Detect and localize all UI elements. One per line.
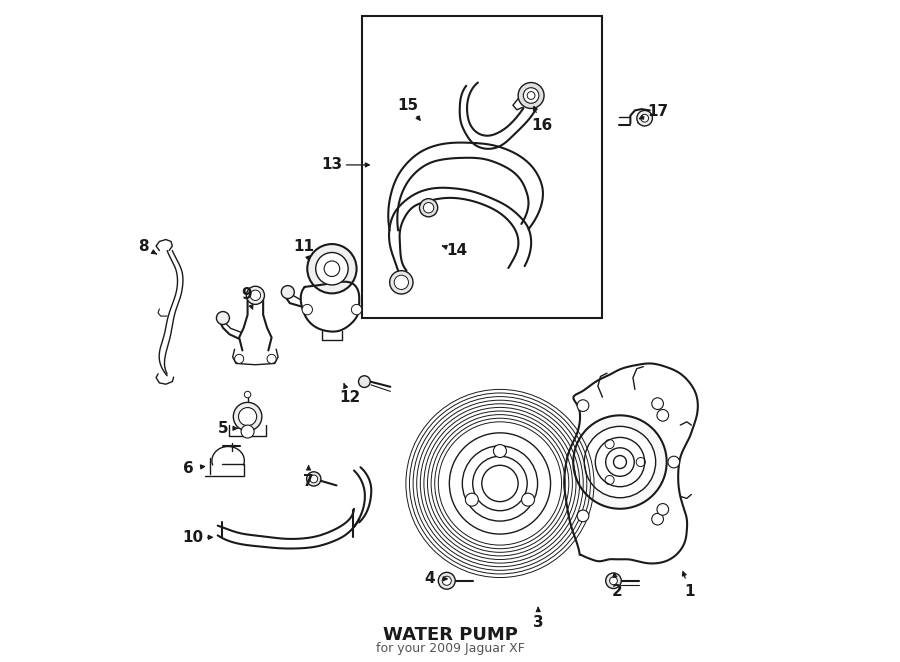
Circle shape (482, 465, 518, 502)
Circle shape (442, 576, 451, 585)
Circle shape (233, 402, 262, 431)
Circle shape (523, 88, 539, 103)
Circle shape (518, 83, 544, 109)
Circle shape (606, 448, 634, 477)
Circle shape (324, 261, 339, 277)
Circle shape (238, 408, 256, 426)
Circle shape (614, 455, 626, 469)
Circle shape (244, 391, 251, 398)
Circle shape (267, 354, 276, 363)
Text: 10: 10 (183, 530, 203, 545)
Text: 13: 13 (321, 158, 343, 172)
Circle shape (463, 446, 537, 521)
Text: 3: 3 (533, 616, 544, 630)
Circle shape (522, 493, 535, 506)
Circle shape (657, 410, 669, 421)
Circle shape (577, 510, 589, 522)
Circle shape (577, 400, 589, 412)
Circle shape (307, 472, 321, 486)
Circle shape (390, 271, 413, 294)
Circle shape (573, 415, 667, 509)
Text: 1: 1 (685, 585, 696, 599)
Text: 5: 5 (218, 421, 229, 436)
Bar (363, 17, 602, 318)
Circle shape (606, 573, 621, 589)
Circle shape (419, 199, 437, 217)
Circle shape (465, 493, 478, 506)
Circle shape (282, 285, 294, 299)
Circle shape (423, 203, 434, 213)
Text: 6: 6 (183, 461, 194, 476)
Circle shape (302, 305, 312, 315)
Circle shape (637, 111, 652, 126)
Circle shape (472, 456, 527, 510)
Circle shape (657, 504, 669, 515)
Text: 4: 4 (424, 571, 435, 587)
Circle shape (609, 577, 617, 585)
Text: 2: 2 (612, 585, 623, 599)
Circle shape (449, 433, 551, 534)
Circle shape (235, 354, 244, 363)
Circle shape (358, 376, 370, 387)
Text: 15: 15 (397, 98, 418, 113)
Circle shape (241, 425, 254, 438)
Circle shape (584, 426, 656, 498)
Circle shape (493, 445, 507, 457)
Circle shape (595, 438, 644, 487)
Circle shape (652, 513, 663, 525)
Circle shape (394, 275, 409, 289)
Text: WATER PUMP: WATER PUMP (382, 626, 518, 643)
Text: 7: 7 (303, 474, 314, 489)
Text: 8: 8 (139, 239, 149, 254)
Circle shape (527, 91, 535, 99)
Text: 9: 9 (241, 287, 252, 302)
Circle shape (641, 115, 649, 122)
Text: 16: 16 (531, 118, 552, 134)
Circle shape (316, 252, 348, 285)
Text: for your 2009 Jaguar XF: for your 2009 Jaguar XF (375, 642, 525, 655)
Circle shape (438, 573, 455, 589)
Circle shape (351, 305, 362, 315)
Circle shape (652, 398, 663, 410)
Text: 12: 12 (338, 390, 360, 404)
Circle shape (310, 475, 318, 483)
Circle shape (250, 290, 261, 301)
Text: 11: 11 (293, 239, 314, 254)
Circle shape (216, 312, 230, 324)
Circle shape (307, 244, 356, 293)
Text: 14: 14 (446, 243, 467, 258)
Circle shape (668, 456, 680, 468)
Text: 17: 17 (647, 104, 668, 119)
Circle shape (247, 286, 265, 305)
